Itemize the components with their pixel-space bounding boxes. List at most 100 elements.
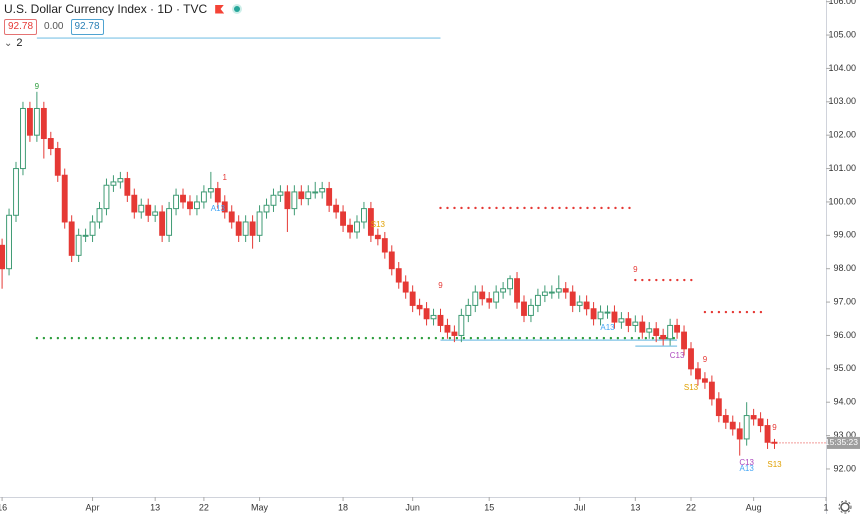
candle-body: [507, 278, 514, 290]
candle-body: [173, 194, 179, 210]
y-tick-label: 94.00: [833, 397, 856, 407]
candle-body: [423, 308, 430, 320]
candle-body: [305, 191, 312, 200]
candle-body: [437, 314, 444, 326]
candle-body: [534, 294, 541, 306]
candle-body: [180, 194, 186, 203]
x-tick-label: 15: [484, 502, 494, 512]
candle-body: [514, 278, 520, 303]
price-boxes: 92.78 0.00 92.78: [4, 19, 104, 35]
candle-body: [604, 311, 611, 314]
flag-icon[interactable]: [215, 4, 225, 14]
x-tick-label: 18: [338, 502, 348, 512]
candle-body: [583, 301, 590, 310]
y-tick-label: 99.00: [833, 230, 856, 240]
candle-body: [611, 311, 618, 323]
candle-body: [89, 221, 96, 236]
candle-body: [193, 201, 200, 210]
candle-body: [110, 181, 117, 186]
candle-body: [472, 291, 479, 306]
x-tick-label: Aug: [746, 502, 762, 512]
candle-body: [444, 324, 451, 333]
candle-body: [200, 191, 207, 203]
candle-body: [82, 234, 89, 237]
candle-body: [75, 234, 82, 256]
y-tick-label: 92.00: [833, 463, 856, 473]
candle-body: [235, 221, 242, 236]
candle-body: [33, 107, 40, 136]
signal-label: C13: [670, 351, 685, 360]
countdown-text: 15:35:23: [825, 437, 858, 447]
signal-label: A13: [600, 323, 615, 332]
candle-body: [103, 184, 110, 210]
signal-label: 1: [223, 173, 228, 182]
chart-title[interactable]: U.S. Dollar Currency Index · 1D · TVC: [4, 2, 208, 16]
y-tick-label: 102.00: [828, 130, 856, 140]
candle-body: [312, 191, 319, 194]
settings-icon[interactable]: [838, 500, 852, 514]
candle-body: [708, 381, 715, 400]
candle-body: [291, 191, 298, 210]
signal-label: S13: [684, 383, 699, 392]
x-tick-label: Jun: [405, 502, 420, 512]
x-tick-label: 1: [823, 502, 828, 512]
y-tick-label: 104.00: [828, 63, 856, 73]
ask-price: 92.78: [70, 19, 104, 35]
candle-body: [256, 211, 263, 236]
candle-body: [388, 251, 395, 270]
signal-label: A13: [211, 204, 226, 213]
chevron[interactable]: ⌄: [4, 37, 13, 49]
x-tick-label: 13: [150, 502, 160, 512]
candle-body: [124, 178, 131, 196]
signal-label: 9: [703, 355, 708, 364]
candle-body: [145, 204, 152, 216]
y-tick-label: 93.00: [833, 430, 856, 440]
y-tick-label: 100.00: [828, 196, 856, 206]
indicators-toggle[interactable]: ⌄ 2: [4, 37, 23, 49]
candle-body: [221, 201, 228, 213]
candle-body: [26, 107, 33, 136]
y-tick-label: 105.00: [828, 29, 856, 39]
candle-body: [486, 298, 493, 303]
candle-body: [13, 168, 19, 216]
countdown-tag: [827, 436, 860, 449]
candle-body: [242, 221, 249, 236]
candle-body: [187, 201, 193, 210]
y-tick-label: 95.00: [833, 363, 856, 373]
candle-body: [61, 174, 68, 223]
candle-body: [618, 318, 625, 323]
x-tick-label: Jul: [574, 502, 586, 512]
candle-body: [20, 107, 26, 170]
candle-body: [555, 288, 562, 293]
candle-body: [743, 415, 750, 440]
signal-label: S13: [371, 220, 386, 229]
candle-body: [402, 281, 409, 293]
candle-body: [451, 331, 458, 336]
candle-body: [319, 188, 326, 193]
x-tick-label: 16: [0, 502, 7, 512]
candle-body: [228, 211, 235, 223]
candle-body: [207, 188, 214, 193]
candle-body: [6, 214, 12, 270]
candle-body: [576, 301, 583, 306]
candle-body: [409, 291, 416, 306]
candle-body: [395, 268, 402, 283]
candle-body: [263, 204, 270, 213]
candle-body: [138, 204, 145, 213]
candle-body: [548, 291, 555, 294]
signal-label: C13: [739, 458, 754, 467]
x-tick-label: 22: [199, 502, 209, 512]
candle-body: [68, 221, 75, 256]
candle-body: [653, 328, 660, 336]
candle-body: [722, 415, 729, 423]
y-tick-label: 97.00: [833, 296, 856, 306]
candle-body: [54, 148, 61, 176]
candle-body: [590, 308, 597, 320]
candle-body: [374, 234, 381, 240]
candle-body: [674, 324, 681, 333]
candle-body: [479, 291, 486, 300]
candle-body: [750, 415, 757, 420]
candle-body: [361, 208, 367, 223]
status-dot: [234, 6, 241, 12]
